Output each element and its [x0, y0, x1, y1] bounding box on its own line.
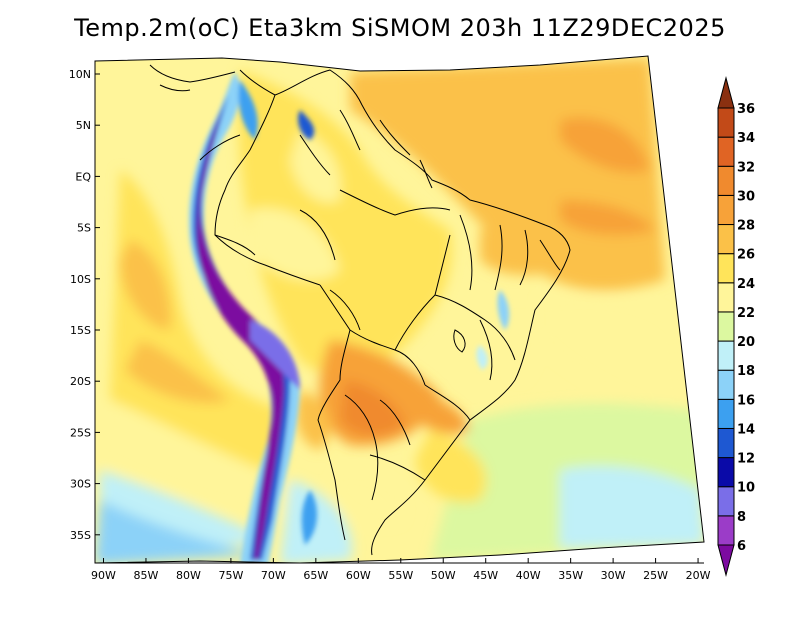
colorbar-bin: [717, 107, 735, 138]
lat-tick-label: 20S: [70, 375, 91, 388]
colorbar-label: 22: [737, 306, 755, 321]
colorbar-label: 16: [737, 393, 755, 408]
lat-tick-label: 25S: [70, 426, 91, 439]
colorbar-label: 14: [737, 422, 755, 437]
lon-tick-label: 75W: [218, 569, 243, 582]
colorbar-label: 6: [737, 539, 746, 554]
colorbar-label: 18: [737, 364, 755, 379]
colorbar-label: 12: [737, 452, 755, 467]
colorbar-min-arrow: [717, 544, 735, 577]
colorbar-label: 20: [737, 335, 755, 350]
colorbar-label: 24: [737, 277, 755, 292]
lat-tick-label: 5N: [76, 119, 91, 132]
colorbar-bin: [717, 194, 735, 226]
latitude-axis: 10N 5N EQ 5S 10S 15S 20S 25S 30S 35S: [69, 68, 100, 542]
colorbar-bin: [717, 515, 735, 546]
lon-tick-label: 20W: [686, 569, 711, 582]
colorbar: 6 8 10 12 14 16 18 20 22 24 26 28 30 32 34 36: [717, 76, 755, 577]
colorbar-bin: [717, 457, 735, 488]
lon-tick-label: 30W: [601, 569, 626, 582]
lat-tick-label: 35S: [70, 529, 91, 542]
lon-tick-label: 65W: [303, 569, 328, 582]
colorbar-bin: [717, 253, 735, 284]
lon-tick-label: 85W: [134, 569, 159, 582]
map-frame: [94, 55, 705, 564]
colorbar-label: 10: [737, 481, 755, 496]
colorbar-bin: [717, 282, 735, 313]
colorbar-label: 28: [737, 219, 755, 234]
lat-tick-label: EQ: [75, 170, 91, 183]
lat-tick-label: 5S: [77, 222, 91, 235]
colorbar-label: 36: [737, 102, 755, 117]
map-title: Temp.2m(oC) Eta3km SiSMOM 203h 11Z29DEC2…: [74, 14, 726, 42]
colorbar-label: 34: [737, 131, 755, 146]
colorbar-bin: [717, 398, 735, 429]
lon-tick-label: 40W: [516, 569, 541, 582]
political-borders: [149, 64, 571, 556]
lat-tick-label: 30S: [70, 478, 91, 491]
lon-tick-label: 45W: [473, 569, 498, 582]
colorbar-bin: [717, 136, 735, 167]
colorbar-bin: [717, 311, 735, 342]
lon-tick-label: 35W: [558, 569, 583, 582]
colorbar-label: 32: [737, 160, 755, 175]
lon-tick-label: 60W: [346, 569, 371, 582]
colorbar-bin: [717, 224, 735, 255]
colorbar-bin: [717, 340, 735, 371]
temperature-field: [95, 56, 704, 563]
longitude-axis: 90W 85W 80W 75W 70W 65W 60W 55W 50W 45W 40W 35W 30W 2…: [91, 558, 711, 582]
colorbar-bin: [717, 165, 735, 196]
colorbar-label: 26: [737, 248, 755, 263]
colorbar-bin: [717, 427, 735, 459]
lon-tick-label: 25W: [643, 569, 668, 582]
lon-tick-label: 70W: [261, 569, 286, 582]
colorbar-bin: [717, 486, 735, 517]
lon-tick-label: 55W: [388, 569, 413, 582]
colorbar-label: 8: [737, 510, 746, 525]
colorbar-bin: [717, 369, 735, 400]
lat-tick-label: 10S: [70, 273, 91, 286]
lon-tick-label: 80W: [176, 569, 201, 582]
lon-tick-label: 50W: [431, 569, 456, 582]
colorbar-label: 30: [737, 189, 755, 204]
lon-tick-label: 90W: [91, 569, 116, 582]
lat-tick-label: 15S: [70, 324, 91, 337]
colorbar-max-arrow: [717, 76, 735, 109]
lat-tick-label: 10N: [69, 68, 91, 81]
